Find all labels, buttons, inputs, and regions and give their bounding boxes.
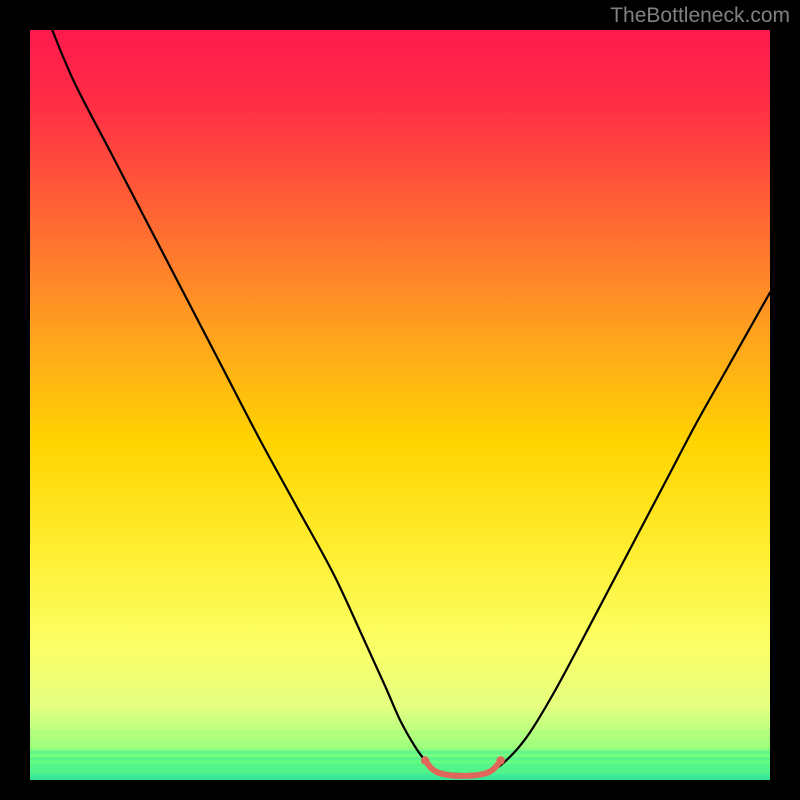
green-band (30, 744, 770, 748)
watermark-text: TheBottleneck.com (610, 4, 790, 28)
plot-area (30, 30, 770, 780)
marker-end-dot (496, 756, 504, 764)
marker-start-dot (421, 756, 429, 764)
plot-svg (30, 30, 770, 780)
green-band (30, 751, 770, 755)
green-band (30, 770, 770, 774)
gradient-background (30, 30, 770, 780)
green-band (30, 738, 770, 742)
green-band (30, 757, 770, 761)
green-band (30, 731, 770, 735)
chart-container: TheBottleneck.com (0, 0, 800, 800)
green-band (30, 763, 770, 767)
